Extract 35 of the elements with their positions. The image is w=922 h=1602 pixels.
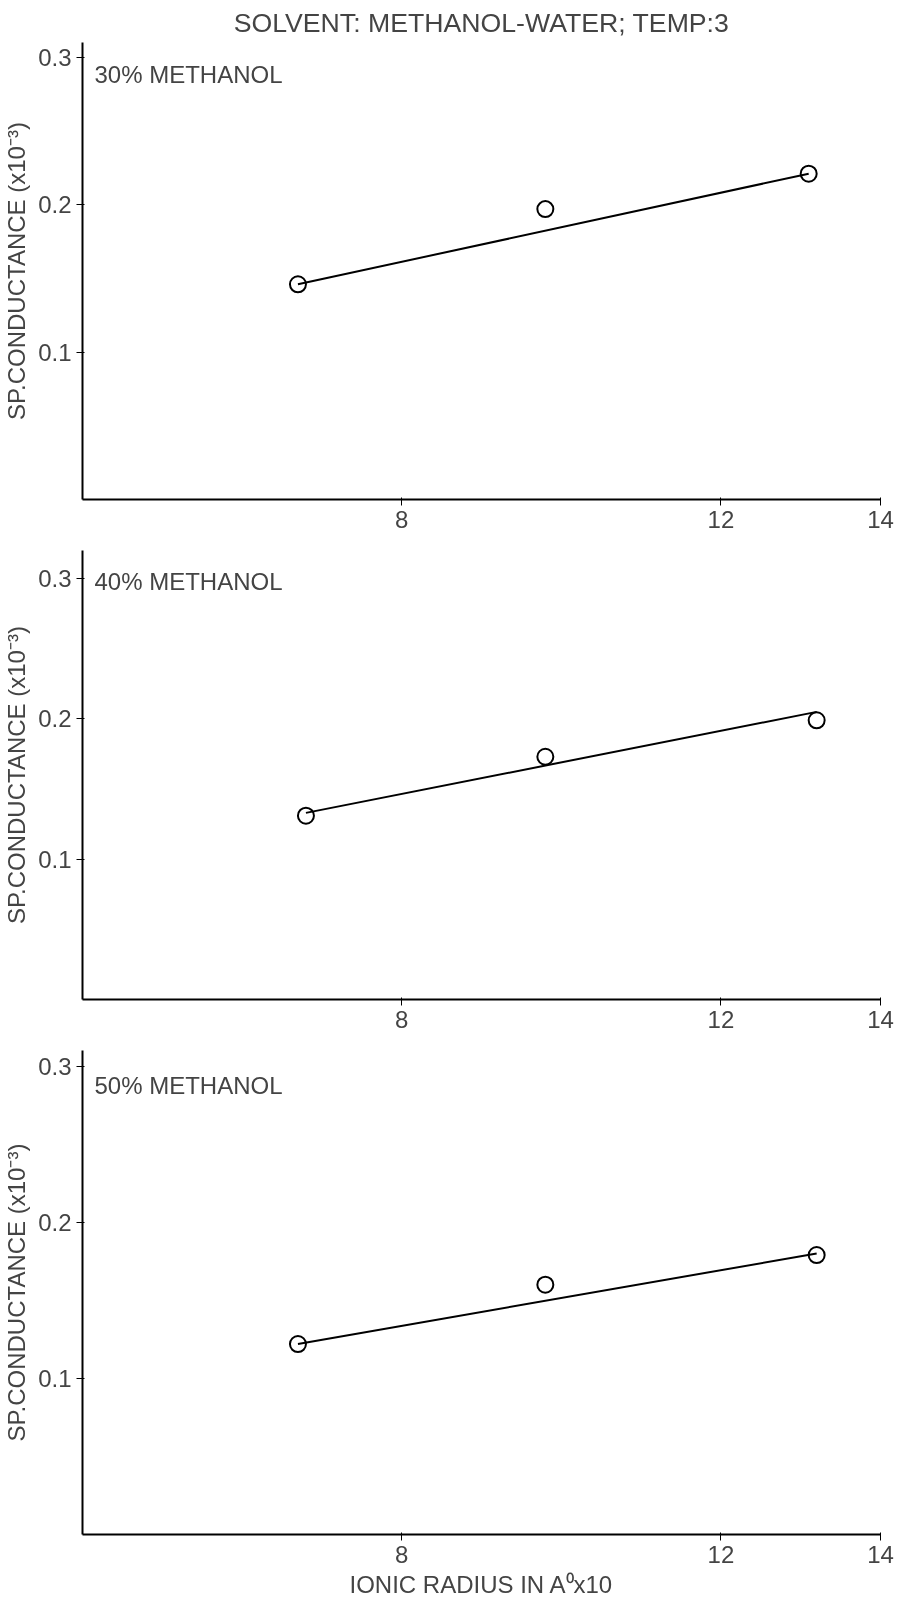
point	[288, 1335, 307, 1354]
y-axis-title: SP.CONDUCTANCE (x10⁻³)	[3, 626, 31, 924]
x-tick-label: 8	[395, 1540, 409, 1568]
point	[536, 1275, 555, 1294]
x-tick-label: 14	[867, 1005, 894, 1033]
annotation: 30% METHANOL	[94, 61, 283, 89]
point	[288, 275, 307, 294]
y-axis-title: SP.CONDUCTANCE (x10⁻³)	[3, 122, 31, 420]
x-tick-label: 12	[707, 1005, 735, 1033]
point	[296, 806, 315, 825]
x-tick-label: 14	[867, 505, 894, 533]
point	[807, 711, 826, 730]
y-tick-label: 0.1	[38, 338, 72, 366]
y-axis-title: SP.CONDUCTANCE (x10⁻³)	[3, 1143, 31, 1442]
x-tick-label: 8	[395, 505, 409, 533]
y-tick-label: 0.3	[38, 1052, 72, 1080]
x-tick-label: 14	[867, 1540, 894, 1568]
y-tick-label: 0.2	[38, 191, 72, 219]
point	[536, 747, 555, 766]
y-tick-label: 0.3	[38, 43, 72, 71]
chart-title: SOLVENT: METHANOL-WATER; TEMP:3	[233, 7, 729, 38]
annotation: 40% METHANOL	[94, 568, 283, 596]
x-axis-title: IONIC RADIUS IN A⁰x10	[349, 1570, 613, 1598]
y-tick-label: 0.1	[38, 845, 72, 873]
x-tick-label: 8	[395, 1005, 409, 1033]
y-tick-label: 0.1	[38, 1364, 72, 1392]
point	[536, 200, 555, 219]
point	[807, 1246, 826, 1265]
y-tick-label: 0.2	[38, 705, 72, 733]
point	[799, 164, 818, 183]
y-tick-label: 0.3	[38, 565, 72, 593]
x-tick-label: 12	[707, 505, 735, 533]
x-tick-label: 12	[707, 1540, 735, 1568]
y-tick-label: 0.2	[38, 1208, 72, 1236]
annotation: 50% METHANOL	[94, 1071, 283, 1099]
